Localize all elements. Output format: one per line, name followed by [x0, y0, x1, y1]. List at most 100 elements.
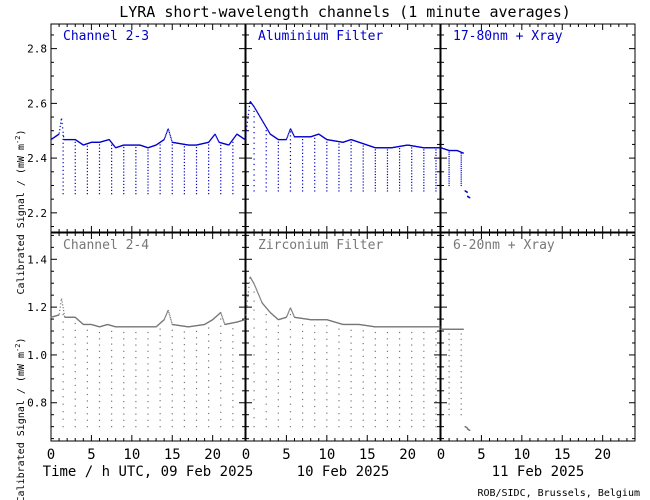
dip-point	[326, 399, 328, 401]
tail-point	[466, 191, 468, 193]
dip-point	[183, 419, 185, 421]
data-point	[292, 314, 295, 316]
data-point	[165, 313, 168, 315]
data-point	[61, 301, 63, 303]
dip-point	[314, 392, 316, 394]
data-point	[288, 311, 290, 313]
dip-point	[195, 171, 198, 173]
dip-point	[398, 388, 401, 390]
dip-point	[398, 419, 401, 421]
dip-point	[171, 393, 173, 396]
dip-point	[62, 351, 64, 353]
dip-point	[301, 426, 304, 428]
dip-point	[147, 400, 149, 403]
dip-point	[289, 328, 292, 331]
dip-point	[411, 400, 413, 403]
dip-point	[208, 399, 210, 401]
data-point	[255, 288, 257, 290]
data-point	[63, 136, 65, 138]
dip-point	[265, 321, 267, 323]
dip-point	[111, 193, 113, 195]
dip-point	[86, 374, 88, 376]
dip-point	[386, 165, 389, 167]
data-point	[258, 113, 260, 115]
data-point	[290, 308, 292, 310]
dip-point	[253, 417, 255, 419]
data-point	[253, 105, 255, 107]
dip-point	[386, 413, 389, 415]
dip-point	[232, 152, 234, 154]
dip-point	[253, 190, 255, 192]
dip-point	[159, 419, 161, 421]
data-point	[261, 301, 263, 304]
dip-point	[171, 189, 173, 192]
dip-point	[135, 400, 137, 403]
dip-point	[289, 343, 292, 346]
dip-point	[460, 403, 462, 405]
dip-point	[183, 177, 185, 179]
dip-point	[86, 180, 88, 182]
dip-point	[326, 385, 328, 387]
dip-point	[398, 150, 401, 153]
dip-point	[135, 375, 137, 378]
dip-point	[171, 144, 173, 146]
dip-point	[435, 154, 437, 156]
dip-point	[220, 183, 222, 185]
dip-point	[232, 393, 234, 395]
dip-point	[183, 362, 185, 365]
dip-point	[362, 387, 364, 389]
dip-point	[398, 350, 401, 352]
data-point	[222, 317, 224, 319]
dip-point	[448, 392, 450, 394]
dip-point	[314, 186, 316, 189]
data-point	[257, 112, 259, 114]
dip-point	[435, 338, 437, 340]
dip-point	[423, 350, 425, 352]
dip-point	[362, 419, 364, 421]
data-point	[113, 145, 116, 147]
dip-point	[171, 348, 173, 351]
dip-point	[86, 155, 88, 157]
dip-point	[314, 365, 316, 367]
panel-0-0: 2.2 2.4 2.6 2.8 Channel 2-3	[27, 23, 246, 233]
dip-point	[195, 330, 198, 332]
dip-point	[411, 331, 413, 334]
tail-point	[468, 196, 471, 199]
dip-point	[374, 184, 376, 187]
data-point	[229, 142, 231, 145]
dip-point	[253, 327, 255, 329]
data-point	[166, 131, 168, 133]
dip-point	[338, 159, 340, 161]
dip-point	[183, 164, 185, 167]
dip-point	[220, 157, 222, 159]
dip-point	[374, 149, 376, 151]
dip-point	[374, 173, 376, 176]
dip-point	[398, 179, 401, 181]
dip-point	[135, 165, 137, 167]
dip-point	[98, 189, 101, 192]
dip-point	[98, 173, 101, 175]
dip-point	[183, 400, 185, 403]
dip-point	[232, 334, 234, 336]
dip-point	[411, 158, 413, 161]
dip-point	[398, 363, 401, 365]
dip-point	[374, 350, 376, 352]
dip-point	[435, 363, 437, 365]
y-tick-label: 0.8	[27, 397, 47, 410]
dip-point	[277, 170, 279, 173]
dip-point	[362, 163, 364, 165]
dip-point	[411, 178, 413, 181]
dip-point	[62, 313, 64, 316]
dip-point	[232, 141, 234, 143]
dip-point	[62, 321, 64, 323]
dip-point	[326, 338, 328, 340]
dip-point	[448, 162, 450, 164]
data-point	[246, 121, 249, 123]
dip-point	[423, 400, 425, 403]
dip-point	[362, 172, 364, 174]
dip-point	[350, 336, 352, 338]
dip-point	[135, 369, 137, 371]
dip-point	[253, 300, 255, 302]
dip-point	[147, 158, 149, 160]
dip-point	[277, 161, 279, 163]
